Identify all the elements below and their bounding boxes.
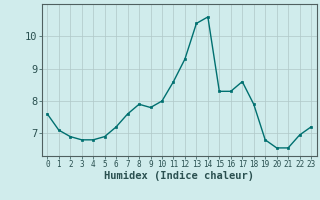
X-axis label: Humidex (Indice chaleur): Humidex (Indice chaleur) (104, 171, 254, 181)
